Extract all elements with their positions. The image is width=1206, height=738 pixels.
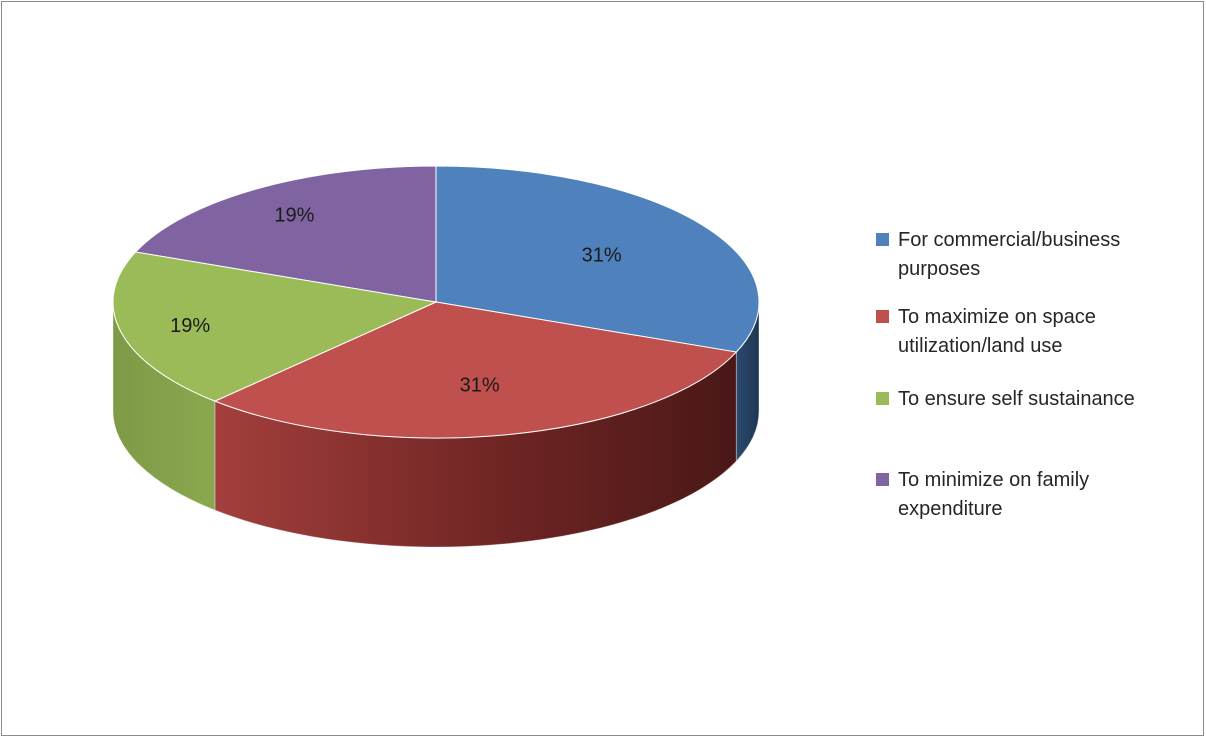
legend-label-commercial: For commercial/business purposes	[898, 229, 1121, 280]
legend-swatch-space	[876, 310, 889, 323]
legend-swatch-expenditure	[876, 473, 889, 486]
data-label-sustainance: 19%	[170, 315, 210, 337]
legend-swatch-sustainance	[876, 392, 889, 405]
legend-label-sustainance: To ensure self sustainance	[898, 388, 1135, 410]
data-label-space: 31%	[460, 374, 500, 396]
legend-swatch-commercial	[876, 233, 889, 246]
legend-item-space: To maximize on space utilization/land us…	[876, 303, 1188, 361]
pie-slice-commercial	[435, 165, 760, 353]
legend-label-expenditure: To minimize on family expenditure	[898, 469, 1090, 520]
data-label-commercial: 31%	[582, 245, 622, 267]
pie-slice-expenditure	[134, 165, 437, 303]
data-label-expenditure: 19%	[274, 204, 314, 226]
legend-item-commercial: For commercial/business purposes	[876, 226, 1188, 284]
pie-slice-sustainance	[112, 251, 438, 402]
pie-slice-space	[213, 301, 738, 439]
legend-label-space: To maximize on space utilization/land us…	[898, 306, 1096, 357]
legend-item-expenditure: To minimize on family expenditure	[876, 466, 1188, 524]
legend-item-sustainance: To ensure self sustainance	[876, 385, 1188, 414]
